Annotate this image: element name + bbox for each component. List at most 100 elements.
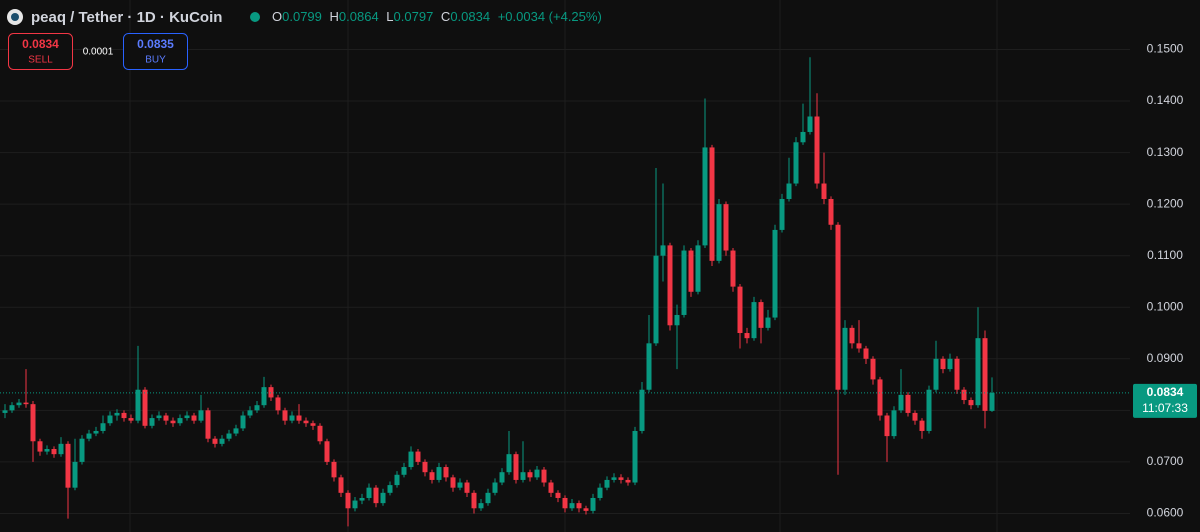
candle-body [240,415,246,429]
candle-body [128,418,134,421]
candle-body [716,204,722,261]
candle-body [618,477,624,480]
candle-body [163,415,169,421]
candle-body [93,430,99,434]
candle-body [562,497,568,509]
candle-body [408,451,414,468]
sell-price[interactable]: 0.0834 [22,37,59,51]
candle-body [499,472,505,483]
candle-body [205,410,211,439]
candle-body [303,420,309,424]
buy-price[interactable]: 0.0835 [137,37,174,51]
candle-body [219,438,225,444]
candle-body [947,358,953,370]
candle-body [177,418,183,424]
candle-body [884,415,890,437]
y-tick-label: 0.0600 [1147,506,1184,520]
candle-body [9,405,15,411]
candle-body [471,492,477,509]
candle-body [849,327,855,344]
candle-body [121,412,127,419]
candle-body [373,487,379,504]
candle-body [723,204,729,251]
candle-body [79,438,85,462]
candle-body [254,405,260,411]
buy-button[interactable]: 0.0835 BUY [123,33,188,70]
candle-body [786,183,792,199]
buy-box[interactable] [123,33,188,70]
market-status [250,12,260,22]
sell-label[interactable]: SELL [28,55,53,66]
y-tick-label: 0.1500 [1147,42,1184,56]
candle-body [359,497,365,501]
candle-body [940,358,946,370]
sell-box[interactable] [8,33,73,70]
candle-body [44,449,50,452]
candle-body [422,461,428,473]
candle-body [933,358,939,390]
candle-body [590,497,596,511]
candle-body [968,400,974,406]
candle-body [856,343,862,349]
candle-body [912,412,918,421]
candle-body [520,472,526,480]
candle-body [387,485,393,493]
candle-body [905,394,911,413]
candle-body [660,245,666,256]
candle-body [65,443,71,488]
candle-body [191,415,197,421]
candle-body [954,358,960,390]
buy-label[interactable]: BUY [145,55,166,66]
candle-body [779,198,785,230]
candle-body [667,245,673,326]
candle-body [548,482,554,493]
candle-body [765,317,771,328]
ohlc-value: 0.0799 [282,9,322,24]
candle-body [324,441,330,462]
ohlc-label: H [330,9,339,24]
candle-body [513,454,519,480]
y-tick-label: 0.0700 [1147,454,1184,468]
candle-body [702,147,708,246]
candle-body [569,503,575,509]
price-tag-value: 0.0834 [1147,385,1184,399]
candle-body [2,410,8,413]
ohlc-value: 0.0864 [339,9,379,24]
candle-body [975,338,981,406]
candle-body [632,430,638,483]
candle-body [877,379,883,416]
candle-body [23,402,29,405]
candle-body [345,492,351,509]
candle-body [352,500,358,509]
candle-body [961,389,967,401]
candle-body [135,389,141,421]
candle-body [51,449,57,455]
candle-body [730,250,736,287]
sell-button[interactable]: 0.0834 SELL [8,33,73,70]
candle-body [751,302,757,339]
candle-body [982,338,988,411]
price-tag [1133,383,1197,418]
candle-body [772,229,778,318]
candle-body [681,250,687,315]
candle-body [695,245,701,292]
candle-body [184,415,190,419]
ohlc-legend: O0.0799 H0.0864 L0.0797 C0.0834 +0.0034 … [272,9,602,24]
candle-body [891,410,897,437]
ohlc-label: C [441,9,450,24]
price-tag-countdown: 11:07:33 [1142,401,1188,415]
candle-body [989,392,995,411]
candle-body [653,255,659,344]
candle-body [107,415,113,424]
candle-body [268,387,274,398]
candle-body [282,410,288,421]
candle-body [310,423,316,426]
candle-body [212,438,218,444]
candle-body [611,477,617,480]
candle-body [541,469,547,483]
candle-body [821,183,827,199]
candle-body [555,492,561,498]
candle-body [814,116,820,184]
candle-body [233,428,239,434]
candle-body [737,286,743,334]
